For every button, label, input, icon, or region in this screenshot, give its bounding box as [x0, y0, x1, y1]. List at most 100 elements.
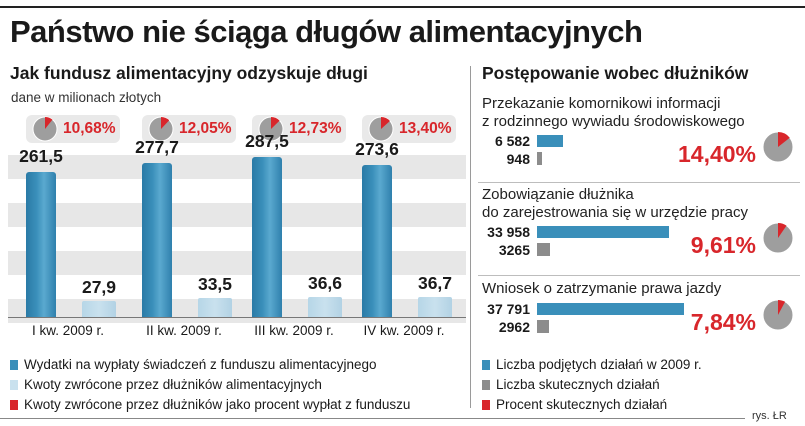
percent-pie-icon: [762, 299, 794, 331]
percent-label: 10,68%: [63, 120, 116, 137]
action-description: Zobowiązanie dłużnika do zarejestrowania …: [482, 186, 798, 222]
right-legend-item: Liczba podjętych działań w 2009 r.: [482, 357, 702, 372]
right-legend-item: Procent skutecznych działań: [482, 397, 667, 412]
category-label: IV kw. 2009 r.: [363, 323, 445, 338]
right-legend-label: Liczba skutecznych działań: [496, 377, 660, 392]
value-label-expenditure: 273,6: [355, 138, 399, 159]
count-undertaken: 6 582: [494, 133, 530, 149]
value-label-returned: 27,9: [81, 277, 117, 297]
action-section: Przekazanie komornikowi informacji z rodz…: [482, 95, 798, 131]
pie-slice: [45, 117, 53, 129]
percent-box: 12,73%: [252, 115, 346, 143]
left-legend-item: Wydatki na wypłaty świadczeń z funduszu …: [10, 357, 377, 372]
count-undertaken: 37 791: [487, 301, 530, 317]
action-description-line: do zarejestrowania się w urzędzie pracy: [482, 204, 748, 221]
page-title: Państwo nie ściąga długów alimentacyjnyc…: [10, 14, 643, 49]
bar-expenditure: [252, 157, 282, 317]
bar-effective: [537, 320, 549, 333]
pie-slice: [778, 223, 787, 238]
percent-label: 13,40%: [399, 120, 452, 137]
action-description-line: Zobowiązanie dłużnika: [482, 186, 634, 203]
bar-effective: [537, 152, 542, 165]
right-legend-label: Procent skutecznych działań: [496, 397, 668, 412]
bg-stripe: [8, 251, 466, 275]
left-legend-swatch: [10, 379, 18, 390]
value-label-expenditure: 287,5: [245, 131, 289, 152]
percent-box: 13,40%: [362, 115, 456, 143]
section-separator: [478, 275, 800, 276]
left-legend-item: Kwoty zwrócone przez dłużników jako proc…: [10, 397, 410, 412]
bg-stripe: [8, 203, 466, 227]
category-label: II kw. 2009 r.: [146, 323, 222, 338]
count-undertaken: 33 958: [487, 224, 530, 240]
bar-expenditure: [26, 171, 56, 317]
effective-percent-pie: [762, 222, 794, 259]
right-legend-item: Liczba skutecznych działań: [482, 377, 660, 392]
effective-percent-label: 9,61%: [690, 232, 756, 258]
bar-expenditure: [142, 162, 172, 317]
percent-pie-icon: [258, 116, 284, 142]
action-section: Zobowiązanie dłużnika do zarejestrowania …: [482, 186, 798, 222]
value-label-returned: 36,6: [307, 272, 343, 293]
bar-returned: [308, 296, 342, 317]
value-label-returned: 33,5: [197, 274, 233, 295]
count-effective: 948: [506, 151, 530, 167]
percent-box: 10,68%: [26, 115, 120, 143]
count-effective: 2962: [498, 319, 530, 335]
left-legend-label: Kwoty zwrócone przez dłużników jako proc…: [24, 397, 411, 412]
right-chart-subtitle: Postępowanie wobec dłużników: [482, 63, 749, 83]
left-legend-item: Kwoty zwrócone przez dłużników alimentac…: [10, 377, 322, 392]
panel-divider: [470, 66, 471, 408]
percent-pie-icon: [762, 131, 794, 163]
left-legend-swatch: [10, 399, 18, 410]
action-section: Wniosek o zatrzymanie prawa jazdy: [482, 280, 798, 298]
right-legend-label: Liczba podjętych działań w 2009 r.: [496, 357, 702, 372]
effective-percent-label: 7,84%: [690, 309, 756, 335]
bottom-rule: [0, 418, 745, 419]
bar-undertaken: [537, 135, 563, 147]
bar-returned: [418, 296, 452, 317]
left-legend-label: Wydatki na wypłaty świadczeń z funduszu …: [24, 357, 377, 372]
pie-slice: [778, 132, 790, 147]
top-rule: [0, 6, 805, 8]
left-legend-label: Kwoty zwrócone przez dłużników alimentac…: [24, 377, 322, 392]
credit: rys. ŁR: [752, 410, 787, 422]
value-label-returned: 36,7: [417, 272, 453, 293]
pie-slice: [381, 117, 390, 129]
action-description: Wniosek o zatrzymanie prawa jazdy: [482, 280, 798, 298]
pie-slice: [271, 117, 280, 129]
effective-percent-pie: [762, 299, 794, 336]
effective-percent-pie: [762, 131, 794, 168]
percent-pie-icon: [32, 116, 58, 142]
percent-box: 12,05%: [142, 115, 236, 143]
bar-effective: [537, 243, 550, 256]
axis-baseline: [8, 317, 466, 318]
left-legend-swatch: [10, 359, 18, 370]
unit-note: dane w milionach złotych: [11, 90, 162, 105]
bar-undertaken: [537, 303, 684, 315]
value-label-expenditure: 261,5: [19, 145, 63, 166]
category-label: I kw. 2009 r.: [31, 323, 105, 338]
bar-undertaken: [537, 226, 670, 238]
section-separator: [478, 182, 800, 183]
bar-returned: [198, 298, 232, 317]
bar-expenditure: [362, 164, 392, 317]
pie-slice: [161, 117, 170, 129]
pie-slice: [778, 300, 786, 315]
action-description-line: z rodzinnego wywiadu środowiskowego: [482, 113, 745, 130]
percent-label: 12,73%: [289, 120, 342, 137]
left-chart-subtitle: Jak fundusz alimentacyjny odzyskuje dług…: [10, 63, 368, 83]
bar-returned: [82, 301, 116, 317]
value-label-expenditure: 277,7: [135, 136, 179, 157]
percent-pie-icon: [148, 116, 174, 142]
right-legend-swatch: [482, 379, 490, 390]
category-label: III kw. 2009 r.: [254, 323, 334, 338]
bg-stripe: [8, 299, 466, 323]
percent-label: 12,05%: [179, 120, 232, 137]
percent-pie-icon: [762, 222, 794, 254]
action-description-line: Wniosek o zatrzymanie prawa jazdy: [482, 280, 722, 297]
right-legend-swatch: [482, 359, 490, 370]
action-description: Przekazanie komornikowi informacji z rodz…: [482, 95, 798, 131]
action-description-line: Przekazanie komornikowi informacji: [482, 95, 721, 112]
right-legend-swatch: [482, 399, 490, 410]
